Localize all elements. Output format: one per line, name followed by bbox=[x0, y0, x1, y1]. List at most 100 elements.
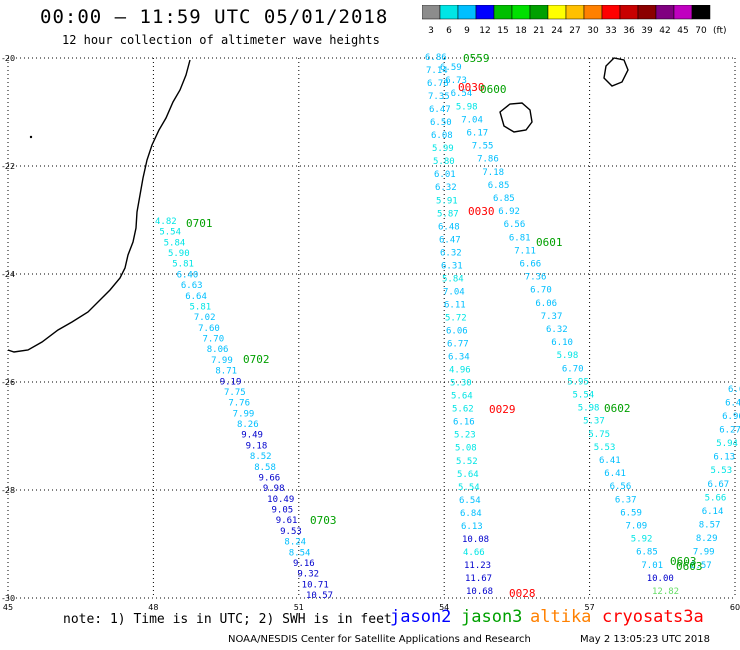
swh-value: 5.91 bbox=[436, 196, 458, 206]
small-island bbox=[29, 135, 33, 139]
swh-value: 6.67 bbox=[708, 480, 730, 490]
swh-value: 6.34 bbox=[448, 353, 470, 363]
swh-value: 5.53 bbox=[710, 466, 732, 476]
swh-value: 5.81 bbox=[172, 260, 194, 270]
swh-value: 6.13 bbox=[713, 453, 735, 463]
colorbar-label: 15 bbox=[497, 26, 508, 36]
swh-value: 6.56 bbox=[504, 220, 526, 230]
swh-value: 11.23 bbox=[464, 561, 491, 571]
swh-value: 6.16 bbox=[453, 418, 475, 428]
coastline bbox=[7, 57, 629, 353]
swh-value: 9.32 bbox=[297, 570, 319, 580]
satellite-legend-jason2: jason2 bbox=[390, 607, 452, 627]
swh-value: 5.84 bbox=[442, 274, 464, 284]
swh-value: 8.06 bbox=[207, 345, 229, 355]
swh-value: 7.35 bbox=[428, 92, 450, 102]
swh-value: 9.53 bbox=[280, 527, 302, 537]
swh-value: 6.64 bbox=[185, 292, 207, 302]
swh-value: 6.47 bbox=[725, 399, 740, 409]
madagascar-coastline bbox=[7, 59, 191, 353]
lat-tick-label: -22 bbox=[2, 162, 15, 171]
map-title: 00:00 – 11:59 UTC 05/01/2018 bbox=[40, 6, 389, 28]
swh-value: 8.71 bbox=[215, 367, 237, 377]
credit-line: NOAA/NESDIS Center for Satellite Applica… bbox=[228, 634, 531, 645]
swh-value: 5.62 bbox=[452, 405, 474, 415]
satellite-legend-altika: altika bbox=[530, 607, 592, 627]
swh-value: 12.82 bbox=[652, 587, 679, 597]
swh-value: 6.27 bbox=[719, 426, 740, 436]
swh-value: 10.57 bbox=[306, 591, 333, 601]
mauritius-island bbox=[603, 57, 629, 87]
swh-value: 6.77 bbox=[447, 340, 469, 350]
swh-value: 5.54 bbox=[573, 391, 595, 401]
altimeter-tracks: 4.825.545.845.905.816.406.636.645.817.02… bbox=[155, 53, 740, 601]
swh-value: 6.70 bbox=[562, 364, 584, 374]
swh-value: 7.36 bbox=[525, 273, 547, 283]
swh-value: 4.96 bbox=[449, 366, 471, 376]
swh-value: 6.85 bbox=[488, 181, 510, 191]
swh-value: 6.11 bbox=[444, 300, 466, 310]
swh-value: 5.64 bbox=[451, 392, 473, 402]
swh-value: 6.54 bbox=[451, 89, 473, 99]
swh-value: 6.10 bbox=[551, 338, 573, 348]
swh-value: 8.52 bbox=[250, 452, 272, 462]
pass-time-label: 0602 bbox=[604, 402, 631, 415]
swh-value: 8.29 bbox=[696, 534, 718, 544]
lon-tick-label: 54 bbox=[439, 603, 449, 612]
lon-tick-label: 45 bbox=[3, 603, 13, 612]
colorbar-label: 27 bbox=[569, 26, 580, 36]
swh-value: 11.67 bbox=[465, 574, 492, 584]
swh-value: 10.68 bbox=[466, 587, 493, 597]
swh-value: 6.59 bbox=[620, 508, 642, 518]
swh-value: 6.31 bbox=[441, 261, 463, 271]
swh-value: 6.70 bbox=[530, 286, 552, 296]
swh-value: 5.99 bbox=[432, 144, 454, 154]
swh-value: 5.53 bbox=[594, 443, 616, 453]
swh-value: 6.06 bbox=[446, 327, 468, 337]
swh-value: 7.09 bbox=[626, 522, 648, 532]
swh-value: 6.54 bbox=[459, 496, 481, 506]
swh-value: 6.41 bbox=[604, 469, 626, 479]
swh-value: 5.94 bbox=[716, 439, 738, 449]
lon-tick-label: 48 bbox=[148, 603, 158, 612]
swh-value: 5.75 bbox=[588, 430, 610, 440]
swh-value: 8.54 bbox=[289, 548, 311, 558]
swh-value: 9.18 bbox=[246, 441, 268, 451]
swh-value: 9.16 bbox=[293, 559, 315, 569]
swh-value: 7.60 bbox=[198, 324, 220, 334]
pass-time-label: 0030 bbox=[468, 205, 495, 218]
swh-value: 6.92 bbox=[498, 207, 520, 217]
swh-value: 10.00 bbox=[647, 574, 674, 584]
swh-value: 7.99 bbox=[211, 356, 233, 366]
swh-value: 7.99 bbox=[233, 409, 255, 419]
swh-value: 5.54 bbox=[159, 228, 181, 238]
pass-time-label: 0702 bbox=[243, 353, 270, 366]
swh-value: 6.14 bbox=[702, 507, 724, 517]
swh-value: 6.47 bbox=[439, 235, 461, 245]
swh-value: 10.49 bbox=[267, 495, 294, 505]
swh-value: 5.95 bbox=[567, 377, 589, 387]
colorbar-label: 42 bbox=[659, 26, 670, 36]
footer-note: note: 1) Time is in UTC; 2) SWH is in fe… bbox=[63, 612, 392, 627]
swh-value: 6.41 bbox=[599, 456, 621, 466]
swh-value: 6.40 bbox=[177, 270, 199, 280]
swh-value: 5.52 bbox=[456, 457, 478, 467]
swh-value: 6.81 bbox=[509, 233, 531, 243]
colorbar-label: 9 bbox=[464, 26, 470, 36]
pass-time-label: 0029 bbox=[489, 403, 516, 416]
swh-value: 7.86 bbox=[477, 155, 499, 165]
pass-time-label: 0603 bbox=[676, 560, 703, 573]
satellite-legend-jason3: jason3 bbox=[461, 607, 523, 627]
swh-value: 7.04 bbox=[461, 115, 483, 125]
colorbar-label: 36 bbox=[623, 26, 635, 36]
swh-value: 5.23 bbox=[454, 431, 476, 441]
swh-value: 5.84 bbox=[164, 238, 186, 248]
swh-value: 7.99 bbox=[693, 547, 715, 557]
swh-value: 7.02 bbox=[194, 313, 216, 323]
pass-time-label: 0028 bbox=[509, 587, 536, 600]
colorbar-label: 33 bbox=[605, 26, 616, 36]
lon-tick-label: 57 bbox=[585, 603, 595, 612]
swh-value: 6.09 bbox=[728, 385, 740, 395]
swh-value: 5.08 bbox=[455, 444, 477, 454]
